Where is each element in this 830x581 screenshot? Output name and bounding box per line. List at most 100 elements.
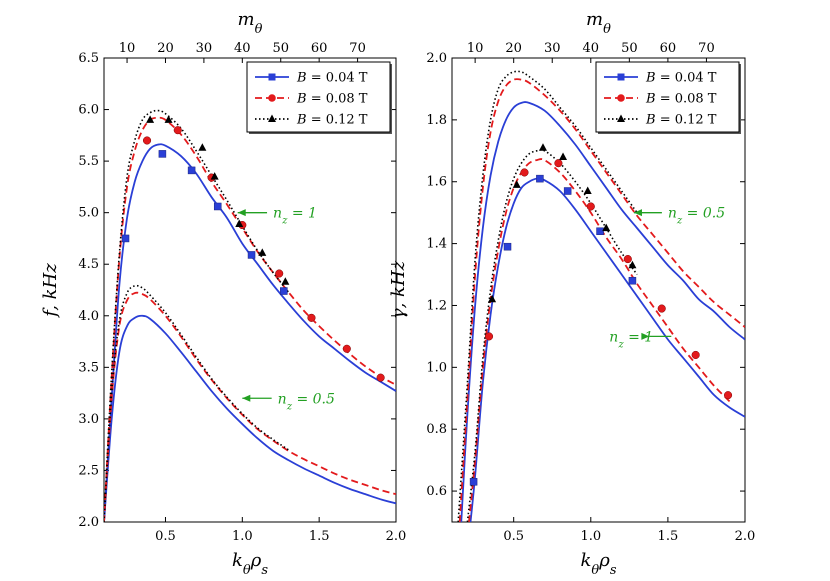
- top-x-tick-label: 30: [196, 41, 213, 56]
- top-x-tick-label: 20: [505, 41, 522, 56]
- top-x-axis-title: mθ: [238, 9, 263, 37]
- legend-square-marker: [268, 73, 276, 81]
- annotation-label: nz = 1: [609, 329, 653, 350]
- circle-marker: [307, 313, 316, 322]
- chart-left: 2.0 2.5 3.0 3.5 4.0 4.5 5.0 5.5 6.0 6.5 0.5 1.0 1.5 2…: [40, 9, 406, 578]
- series-line: [458, 78, 745, 522]
- series-line: [468, 158, 731, 522]
- x-tick-label: 2.0: [735, 529, 756, 544]
- y-tick-label: 1.6: [426, 175, 447, 190]
- triangle-marker: [258, 248, 267, 256]
- y-tick-label: 2.5: [78, 463, 99, 478]
- top-x-axis-title: mθ: [586, 9, 611, 37]
- series-line: [460, 101, 745, 522]
- y-tick-label: 3.5: [78, 360, 99, 375]
- arrow-head-icon: [633, 209, 642, 217]
- y-tick-label: 0.6: [426, 484, 447, 499]
- triangle-marker: [164, 115, 173, 123]
- y-axis-title: γ, kHz: [388, 260, 409, 319]
- annotation: nz = 1: [237, 206, 317, 227]
- triangle-marker: [628, 260, 637, 269]
- top-x-tick-label: 60: [660, 41, 677, 56]
- triangle-marker: [210, 172, 219, 180]
- top-x-tick-label: 40: [583, 41, 600, 56]
- series-line: [104, 143, 396, 522]
- y-tick-label: 3.0: [78, 412, 99, 427]
- top-x-tick-label: 10: [119, 41, 136, 56]
- y-axis-title: f, kHz: [40, 263, 61, 319]
- triangle-marker: [488, 294, 497, 303]
- y-tick-label: 5.0: [78, 206, 99, 221]
- arrow-head-icon: [242, 394, 251, 402]
- arrow-head-icon: [641, 332, 650, 340]
- circle-marker: [657, 304, 666, 313]
- x-axis-title: kθρs: [232, 550, 268, 578]
- square-marker: [536, 174, 544, 183]
- square-marker: [596, 227, 604, 235]
- annotation-label: nz = 0.5: [668, 206, 725, 227]
- top-x-tick-label: 50: [272, 41, 289, 56]
- circle-marker: [484, 332, 494, 341]
- x-tick-label: 1.5: [658, 529, 679, 544]
- y-tick-label: 1.0: [426, 360, 447, 375]
- circle-marker: [691, 350, 700, 360]
- x-tick-label: 1.5: [309, 529, 330, 544]
- x-tick-label: 1.0: [580, 529, 601, 544]
- legend: B = 0.04 T B = 0.08 T B = 0.12 T: [246, 61, 392, 134]
- circle-marker: [275, 269, 284, 278]
- legend-label: B = 0.12 T: [296, 113, 368, 128]
- y-tick-label: 6.0: [78, 103, 99, 118]
- triangle-marker: [559, 152, 568, 160]
- circle-marker: [623, 255, 632, 264]
- square-marker: [469, 478, 478, 486]
- top-x-tick-label: 50: [621, 41, 638, 56]
- triangle-marker: [198, 143, 207, 151]
- square-marker: [247, 251, 256, 259]
- series-line: [104, 314, 396, 522]
- circle-marker: [554, 159, 563, 168]
- legend-square-marker: [617, 73, 625, 81]
- x-axis-title: kθρs: [581, 550, 617, 578]
- legend: B = 0.04 T B = 0.08 T B = 0.12 T: [595, 61, 741, 134]
- circle-marker: [142, 136, 152, 145]
- y-tick-label: 4.5: [78, 257, 99, 272]
- y-tick-label: 0.8: [426, 422, 447, 437]
- circle-marker: [342, 344, 351, 353]
- top-x-tick-label: 20: [157, 41, 174, 56]
- x-tick-label: 2.0: [386, 529, 407, 544]
- y-tick-label: 2.0: [78, 515, 99, 530]
- legend-label: B = 0.12 T: [645, 113, 717, 128]
- legend-label: B = 0.08 T: [645, 92, 717, 107]
- legend-label: B = 0.04 T: [296, 71, 368, 86]
- circle-marker: [586, 202, 595, 211]
- y-tick-label: 2.0: [426, 51, 447, 66]
- y-tick-label: 6.5: [78, 51, 99, 66]
- annotation-label: nz = 0.5: [278, 391, 335, 412]
- chart-right: 0.6 0.8 1.0 1.2 1.4 1.6 1.8 2.0 0.5 1.0 1.5 2.0 10 20…: [388, 9, 755, 578]
- plot-frame: [451, 57, 746, 523]
- square-marker: [187, 166, 196, 175]
- triangle-marker: [538, 143, 547, 151]
- annotation-label: nz = 1: [273, 206, 317, 227]
- series-line: [457, 70, 638, 522]
- series-line: [104, 116, 396, 522]
- triangle-marker: [583, 186, 592, 195]
- arrow-head-icon: [237, 209, 246, 217]
- top-x-tick-label: 10: [467, 41, 484, 56]
- circle-marker: [173, 126, 182, 135]
- annotation: nz = 0.5: [633, 206, 725, 227]
- top-x-tick-label: 60: [311, 41, 328, 56]
- top-x-tick-label: 40: [234, 41, 251, 56]
- triangle-marker: [512, 180, 521, 188]
- triangle-marker: [602, 223, 611, 232]
- plot-frame: [103, 57, 397, 523]
- legend-circle-marker: [268, 94, 276, 102]
- annotation: nz = 1: [609, 329, 672, 350]
- plot-area: [104, 109, 396, 522]
- y-tick-label: 4.0: [78, 309, 99, 324]
- square-marker: [563, 187, 572, 195]
- annotation: nz = 0.5: [242, 391, 335, 412]
- top-x-tick-label: 70: [349, 41, 366, 56]
- square-marker: [280, 287, 288, 295]
